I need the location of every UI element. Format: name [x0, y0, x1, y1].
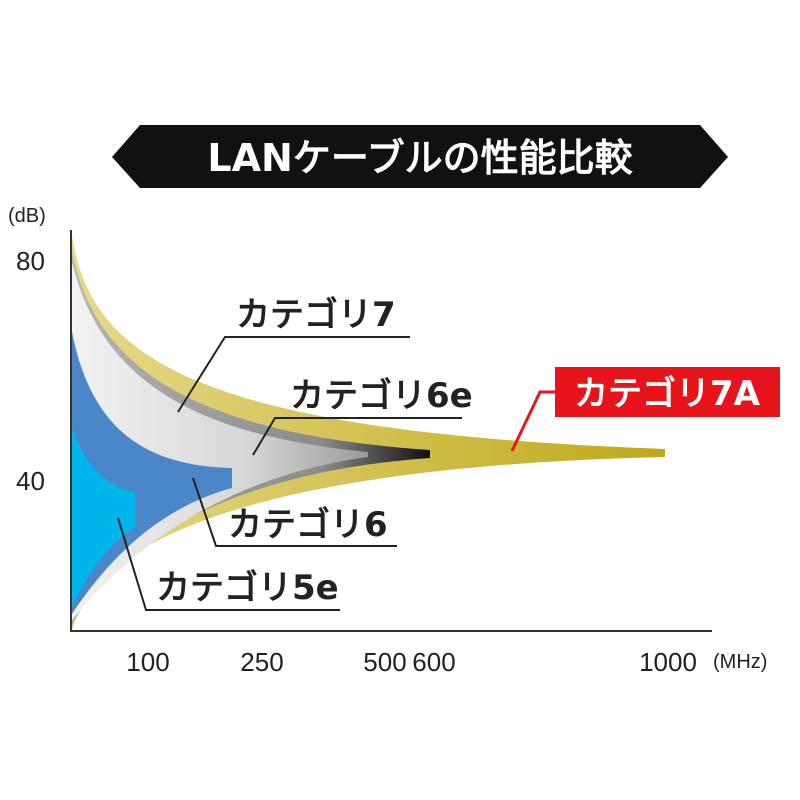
x-unit: (MHz)	[713, 651, 767, 673]
x-tick-1000: 1000	[639, 647, 697, 677]
label-cat7: カテゴリ7	[177, 295, 410, 413]
leader-cat5e	[117, 517, 340, 611]
label-cat6e-text: カテゴリ6e	[290, 376, 473, 416]
label-cat5e-text: カテゴリ5e	[156, 568, 339, 608]
chart-title: LANケーブルの性能比較	[207, 136, 633, 180]
leader-cat6e	[252, 417, 462, 456]
y-unit: (dB)	[8, 205, 46, 227]
area-cat7a	[72, 235, 665, 631]
leader-cat7a	[510, 390, 556, 452]
label-cat6-text: カテゴリ6	[228, 505, 388, 545]
x-tick-600: 600	[412, 647, 455, 677]
x-tick-500: 500	[363, 647, 406, 677]
leader-cat7	[177, 336, 410, 413]
x-tick-250: 250	[240, 647, 283, 677]
y-tick-80: 80	[16, 246, 45, 276]
title-banner: LANケーブルの性能比較	[112, 125, 728, 188]
label-cat7a-box	[555, 367, 780, 417]
label-cat7-text: カテゴリ7	[236, 295, 396, 335]
label-cat7a-text: カテゴリ7A	[574, 374, 761, 414]
label-cat6e: カテゴリ6e	[252, 376, 473, 456]
area-cat5e	[72, 428, 135, 606]
leader-cat6	[192, 477, 397, 547]
label-cat6: カテゴリ6	[192, 477, 397, 547]
banner-shape	[112, 125, 728, 188]
label-cat7a: カテゴリ7A	[510, 367, 780, 452]
x-tick-100: 100	[126, 647, 169, 677]
label-cat5e: カテゴリ5e	[117, 517, 340, 611]
y-tick-40: 40	[16, 466, 45, 496]
